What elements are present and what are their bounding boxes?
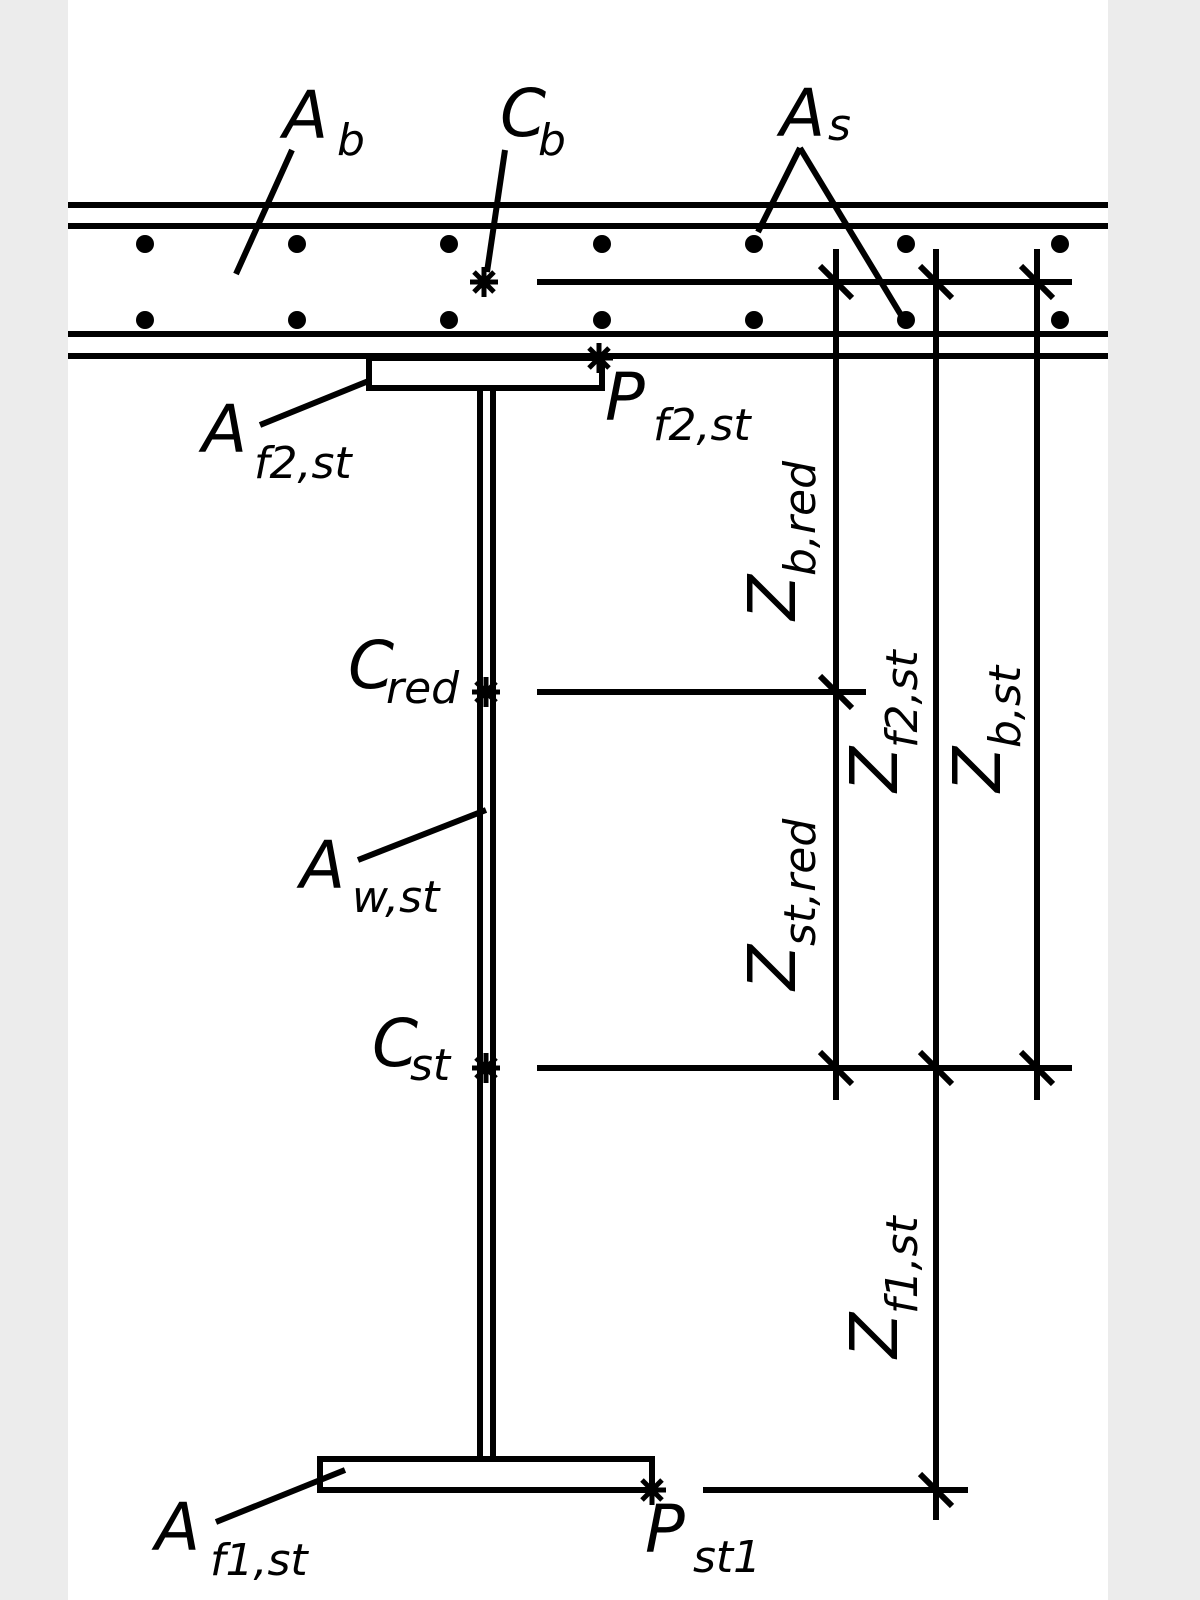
label-zstred: Z st,red xyxy=(734,818,826,992)
label-pf2st-main: P xyxy=(605,359,645,436)
rebar-dot xyxy=(288,235,306,253)
label-as-sub: s xyxy=(828,100,851,151)
label-zbst: Z b,st xyxy=(939,664,1031,794)
rebar-dot xyxy=(136,311,154,329)
label-pst1: P st1 xyxy=(645,1491,761,1583)
rebar-dot xyxy=(136,235,154,253)
rebar-dot xyxy=(897,235,915,253)
label-cb: C b xyxy=(500,75,566,166)
label-cred-main: C xyxy=(348,627,394,704)
bottom-flange xyxy=(317,1456,655,1493)
label-as-main: A xyxy=(776,75,825,152)
label-zf1st-main: Z xyxy=(836,1311,913,1360)
label-awst-sub: w,st xyxy=(352,872,441,923)
label-cred-sub: red xyxy=(386,663,460,714)
centroid-cst-marker xyxy=(472,1053,500,1083)
label-af2st-main: A xyxy=(198,391,247,468)
label-ab: A b xyxy=(279,77,365,166)
label-cred: C red xyxy=(348,627,460,714)
label-zbred-sub: b,red xyxy=(775,460,826,576)
rebar-dot xyxy=(1051,235,1069,253)
dim-tick xyxy=(917,1049,955,1087)
leader-ab xyxy=(233,148,295,276)
label-pf2st: P f2,st xyxy=(605,359,752,451)
dim-tick xyxy=(817,673,855,711)
leader-af1st xyxy=(214,1467,347,1525)
label-cst-sub: st xyxy=(410,1040,452,1091)
label-cb-main: C xyxy=(500,75,546,152)
label-zbred-main: Z xyxy=(734,573,811,622)
extension-lines xyxy=(537,279,1072,1493)
rebar-dot xyxy=(440,311,458,329)
label-as: A s xyxy=(776,75,851,152)
rebar-dot xyxy=(593,311,611,329)
label-pst1-main: P xyxy=(645,1491,685,1568)
label-ab-main: A xyxy=(279,77,328,154)
label-af1st: A f1,st xyxy=(151,1489,309,1586)
dim-tick xyxy=(817,1049,855,1087)
dim-tick xyxy=(1018,263,1056,301)
leader-af2st xyxy=(258,377,373,428)
label-zf1st-sub: f1,st xyxy=(877,1215,928,1314)
label-af2st-sub: f2,st xyxy=(254,438,353,489)
dim-tick xyxy=(917,263,955,301)
label-zbred: Z b,red xyxy=(734,460,826,622)
rebar-dot xyxy=(593,235,611,253)
label-cb-sub: b xyxy=(538,115,566,166)
rebar-dot xyxy=(440,235,458,253)
label-zbst-main: Z xyxy=(939,745,1016,794)
steel-i-beam xyxy=(317,355,655,1493)
label-af2st: A f2,st xyxy=(198,391,353,489)
centroid-cred-marker xyxy=(472,677,500,707)
leader-lines xyxy=(214,146,907,1525)
rebar-dot xyxy=(745,235,763,253)
label-zstred-main: Z xyxy=(734,943,811,992)
label-zf1st: Z f1,st xyxy=(836,1215,928,1360)
leader-as-right xyxy=(797,146,907,322)
label-af1st-sub: f1,st xyxy=(210,1535,309,1586)
label-cst: C st xyxy=(372,1005,452,1091)
rebar-dot xyxy=(745,311,763,329)
dimension-lines xyxy=(817,249,1056,1520)
dim-tick xyxy=(817,263,855,301)
point-pst1-marker xyxy=(638,1475,666,1505)
label-zstred-sub: st,red xyxy=(775,818,826,946)
label-af1st-main: A xyxy=(151,1489,200,1566)
label-zf2st: Z f2,st xyxy=(836,649,928,794)
centroid-cb-marker xyxy=(470,267,498,297)
point-pf2st-marker xyxy=(585,343,613,373)
dim-tick xyxy=(1018,1049,1056,1087)
composite-beam-section-diagram: A b C b A s A f2,st P f2,st C red A w,st… xyxy=(68,75,1108,1586)
centroid-markers xyxy=(470,267,666,1505)
leader-awst xyxy=(356,807,488,863)
rebar-dot xyxy=(288,311,306,329)
label-awst: A w,st xyxy=(296,827,441,923)
label-ab-sub: b xyxy=(337,115,365,166)
leader-as-left xyxy=(755,146,803,234)
top-flange xyxy=(366,355,605,391)
label-zf2st-main: Z xyxy=(836,745,913,794)
rebar-dot xyxy=(1051,311,1069,329)
leader-cb xyxy=(484,149,508,273)
label-zbst-sub: b,st xyxy=(980,664,1031,748)
label-pst1-sub: st1 xyxy=(693,1532,761,1583)
label-awst-main: A xyxy=(296,827,345,904)
label-cst-main: C xyxy=(372,1005,418,1082)
drawing-sheet: A b C b A s A f2,st P f2,st C red A w,st… xyxy=(68,0,1108,1600)
label-zf2st-sub: f2,st xyxy=(877,649,928,748)
dim-tick xyxy=(917,1471,955,1509)
label-pf2st-sub: f2,st xyxy=(653,400,752,451)
